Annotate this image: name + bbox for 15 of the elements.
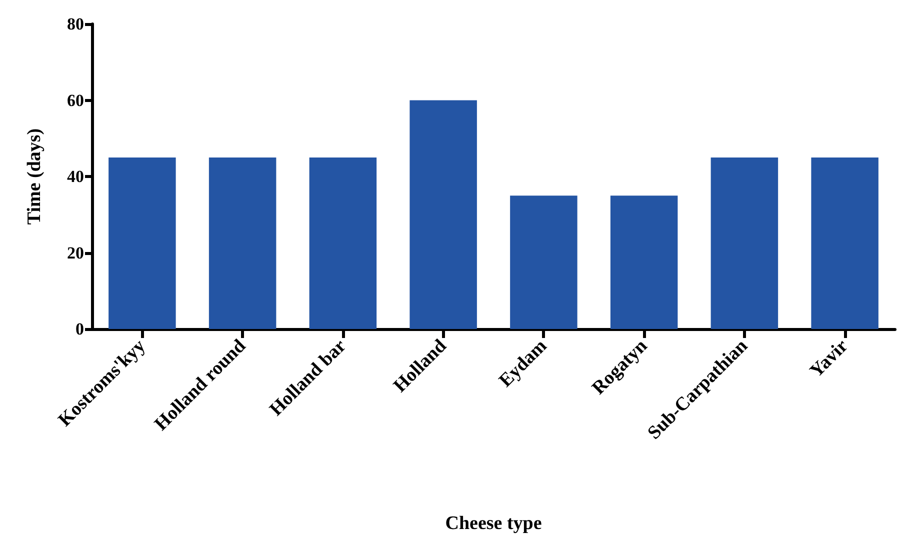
y-tick-label: 60	[67, 90, 84, 110]
y-tick-label: 20	[67, 243, 84, 262]
bar	[208, 157, 276, 329]
bar	[610, 196, 678, 329]
y-tick-label: 40	[67, 167, 84, 186]
bar	[710, 157, 778, 329]
bar	[510, 196, 578, 329]
bar	[410, 100, 477, 329]
y-tick-label: 0	[76, 320, 84, 338]
y-axis-title: Time (days)	[24, 128, 45, 225]
y-tick-label: 80	[67, 14, 84, 34]
bar	[811, 157, 878, 329]
x-axis-title: Cheese type	[445, 513, 542, 534]
bar	[309, 157, 377, 329]
bar	[108, 157, 176, 329]
